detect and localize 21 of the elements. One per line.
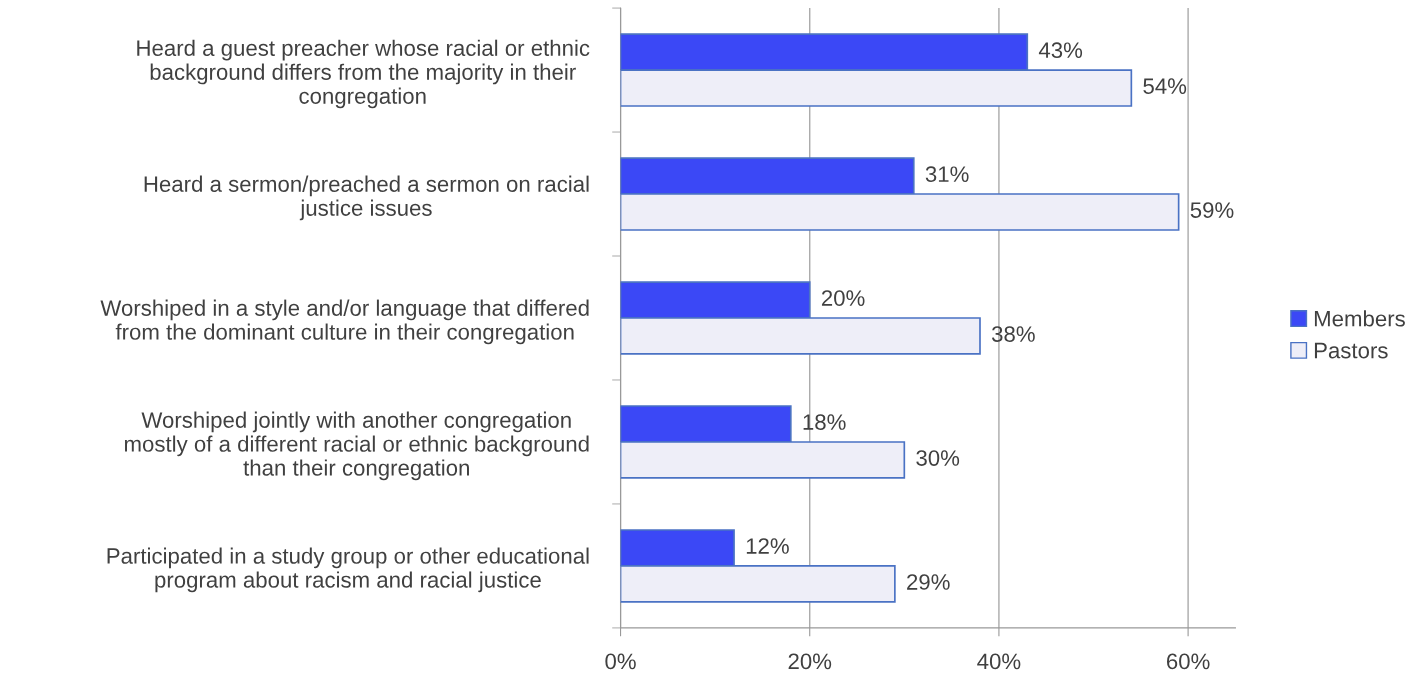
data-label: 20% <box>821 290 865 306</box>
x-tick-label: 40% <box>977 653 1021 670</box>
data-label: 38% <box>991 326 1035 342</box>
y-tick-label: Heard a guest preacher whose racial or ethnic background differs from the majority in their congregation <box>137 39 590 109</box>
y-tick-label: Worshiped jointly with another congregation mostly of a different racial or ethnic background than their congregation <box>124 411 589 481</box>
legend-label: Pastors <box>1314 342 1388 359</box>
data-label: 43% <box>1038 42 1083 59</box>
data-label: 30% <box>916 450 960 466</box>
data-label: 54% <box>1143 78 1187 94</box>
data-label: 29% <box>907 574 950 590</box>
x-tick-label: 20% <box>788 653 832 670</box>
legend-label: Members <box>1314 310 1405 327</box>
data-label: 12% <box>746 538 789 554</box>
y-tick-label: Heard a sermon/preached a sermon on racial justice issues <box>144 175 589 221</box>
y-tick-label: Worshiped in a style and/or language that differed from the dominant culture in their congregation <box>100 299 589 345</box>
data-label: 59% <box>1190 202 1234 218</box>
data-label: 18% <box>803 414 846 430</box>
x-tick-label: 0% <box>605 653 636 670</box>
data-label: 31% <box>925 166 969 183</box>
y-tick-label: Participated in a study group or other educational program about racism and racial justice <box>107 547 589 593</box>
x-tick-label: 60% <box>1166 653 1210 670</box>
